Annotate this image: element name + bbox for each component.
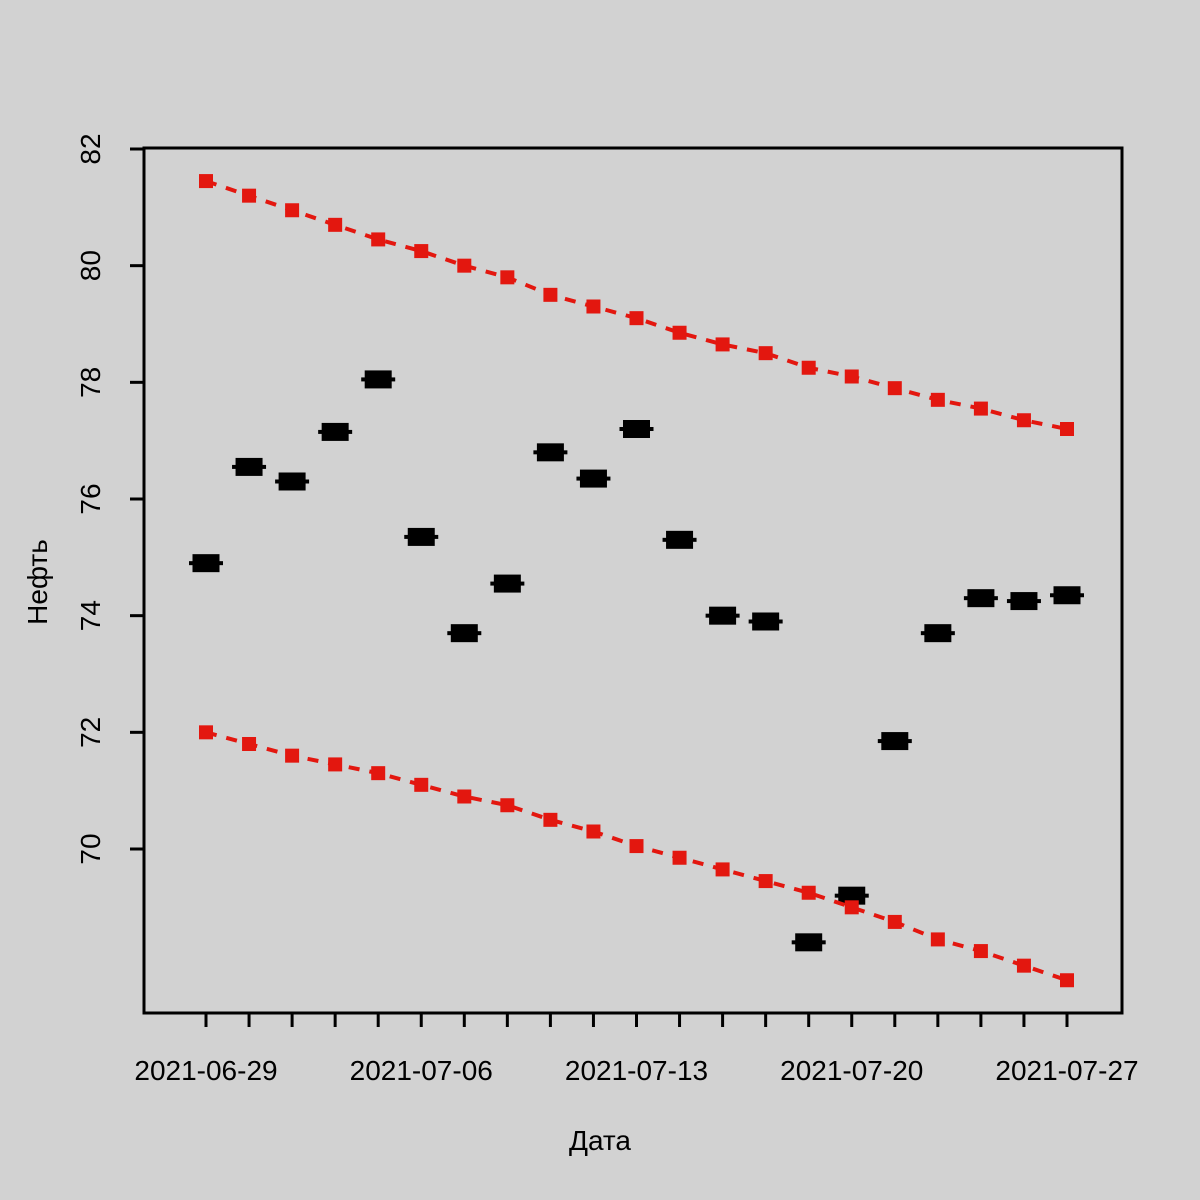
observed-point bbox=[407, 527, 435, 546]
y-tick-label: 76 bbox=[75, 483, 106, 514]
lower_band-point bbox=[586, 824, 601, 839]
upper_band-point bbox=[199, 174, 213, 189]
upper_band-point bbox=[758, 346, 773, 361]
upper_band-point bbox=[242, 188, 257, 203]
lower_band-point bbox=[930, 932, 945, 947]
x-tick-label: 2021-07-20 bbox=[780, 1055, 923, 1086]
upper_band-point bbox=[328, 217, 343, 232]
observed-point bbox=[278, 472, 306, 491]
lower_band-point bbox=[672, 850, 687, 865]
upper_band-point bbox=[973, 401, 988, 416]
lower_band-point bbox=[414, 777, 429, 792]
observed-point bbox=[493, 574, 521, 593]
observed-point bbox=[1053, 586, 1081, 605]
lower_band-point bbox=[1016, 958, 1031, 973]
observed-point bbox=[666, 530, 694, 549]
plot-frame bbox=[142, 146, 1124, 1015]
observed-point bbox=[881, 732, 909, 751]
upper_band-point bbox=[414, 244, 429, 259]
lower_band-point bbox=[715, 862, 730, 877]
observed-point bbox=[364, 370, 392, 389]
lower_band-point bbox=[543, 812, 558, 827]
observed-point bbox=[1010, 592, 1038, 611]
upper_band-point bbox=[543, 287, 558, 302]
observed-point bbox=[192, 554, 220, 573]
upper_band-point bbox=[715, 337, 730, 352]
y-tick-label: 70 bbox=[75, 833, 106, 864]
x-tick-label: 2021-07-27 bbox=[995, 1055, 1138, 1086]
observed-point bbox=[924, 624, 952, 643]
lower_band-point bbox=[457, 789, 472, 804]
upper_band-point bbox=[930, 392, 945, 407]
lower_band-point bbox=[199, 725, 213, 740]
lower_band-point bbox=[500, 798, 515, 813]
lower_band-point bbox=[328, 757, 343, 772]
upper_band-point bbox=[672, 325, 687, 340]
x-tick-label: 2021-06-29 bbox=[134, 1055, 277, 1086]
observed-point bbox=[795, 933, 823, 952]
lower_band-point bbox=[285, 748, 300, 763]
lower_band-point bbox=[242, 736, 257, 751]
x-tick-label: 2021-07-06 bbox=[350, 1055, 493, 1086]
observed-point bbox=[321, 422, 349, 441]
observed-point bbox=[579, 469, 607, 488]
upper_band-point bbox=[586, 299, 601, 314]
y-tick-label: 74 bbox=[75, 600, 106, 631]
lower_band-point bbox=[1060, 973, 1074, 988]
y-tick-label: 80 bbox=[75, 250, 106, 281]
upper_band-point bbox=[1060, 421, 1074, 436]
observed-point bbox=[536, 443, 564, 462]
lower_band-point bbox=[629, 839, 644, 854]
observed-point bbox=[967, 589, 995, 608]
upper_band-point bbox=[285, 203, 300, 218]
observed-point bbox=[838, 886, 866, 905]
lower_band-point bbox=[844, 900, 859, 915]
y-tick-label: 82 bbox=[75, 133, 106, 164]
y-axis-label: Нефть bbox=[22, 539, 53, 625]
lower_band-point bbox=[371, 766, 386, 781]
observed-point bbox=[709, 606, 737, 625]
upper_band-point bbox=[629, 311, 644, 326]
lower_band-point bbox=[801, 885, 816, 900]
upper_band-point bbox=[371, 232, 386, 247]
observed-point bbox=[235, 457, 263, 476]
upper_band-point bbox=[887, 381, 902, 396]
upper_band-point bbox=[801, 360, 816, 375]
lower_band-point bbox=[758, 874, 773, 889]
observed-point bbox=[450, 624, 478, 643]
observed-point bbox=[752, 612, 780, 631]
observed-point bbox=[623, 419, 650, 438]
lower_band-point bbox=[973, 944, 988, 959]
y-tick-label: 78 bbox=[75, 367, 106, 398]
x-tick-label: 2021-07-13 bbox=[565, 1055, 708, 1086]
upper_band-point bbox=[844, 369, 859, 384]
y-tick-label: 72 bbox=[75, 717, 106, 748]
lower_band-point bbox=[887, 914, 902, 929]
upper_band-point bbox=[457, 258, 472, 273]
upper_band-point bbox=[500, 270, 515, 285]
upper_band-point bbox=[1016, 413, 1031, 428]
x-axis-label: Дата bbox=[568, 1125, 631, 1156]
upper_band-line bbox=[205, 179, 1068, 431]
